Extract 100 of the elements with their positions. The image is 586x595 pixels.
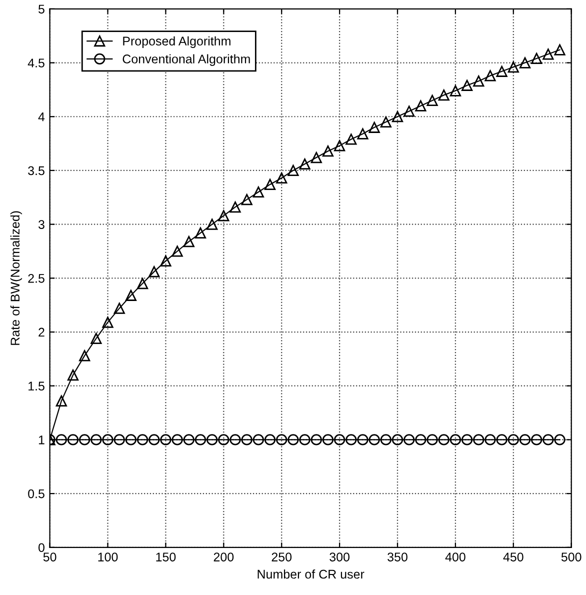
point: [67, 370, 79, 381]
y-tick-label: 3: [38, 220, 44, 229]
point: [102, 316, 114, 328]
y-axis-title: Rate of BW(Normalized): [10, 211, 22, 345]
point: [218, 434, 230, 446]
point: [554, 434, 566, 446]
point: [310, 152, 322, 164]
x-tick-label: 350: [388, 552, 408, 562]
point: [56, 434, 67, 446]
y-tick-label: 0: [38, 543, 44, 552]
point: [230, 434, 241, 446]
point: [102, 434, 114, 446]
point: [392, 111, 404, 122]
y-tick-label: 0.5: [28, 489, 44, 498]
point: [531, 52, 542, 64]
y-tick-label: 3.5: [28, 166, 44, 176]
x-tick-label: 200: [214, 552, 234, 562]
point: [357, 434, 368, 446]
legend-label: Proposed Algorithm: [123, 36, 230, 48]
point: [404, 434, 415, 446]
point: [252, 186, 264, 198]
point: [241, 434, 252, 446]
point: [90, 332, 102, 344]
point: [531, 434, 542, 446]
point: [392, 434, 404, 446]
point: [230, 202, 241, 213]
point: [508, 62, 519, 73]
point: [160, 434, 172, 446]
point: [380, 116, 392, 128]
y-tick-label: 4: [38, 112, 45, 122]
point: [322, 434, 334, 446]
point: [484, 70, 496, 82]
point: [496, 66, 508, 77]
point: [194, 434, 206, 446]
point: [496, 434, 508, 446]
point: [368, 434, 380, 446]
point: [346, 134, 357, 145]
x-axis-title: Number of CR user: [258, 569, 364, 579]
y-tick-label: 1.5: [28, 382, 44, 391]
point: [288, 164, 299, 176]
point: [508, 434, 519, 446]
point: [264, 178, 276, 190]
point: [554, 44, 566, 56]
y-tick-label: 2.5: [28, 274, 44, 283]
point: [218, 210, 230, 222]
point: [438, 434, 450, 446]
point: [380, 434, 392, 446]
x-tick-label: 50: [43, 552, 56, 562]
point: [160, 255, 172, 266]
point: [264, 434, 276, 446]
point: [473, 76, 484, 87]
point: [183, 434, 194, 446]
y-tick-label: 5: [38, 4, 44, 14]
point: [450, 85, 462, 96]
point: [67, 434, 79, 446]
point: [426, 434, 438, 446]
point: [299, 158, 310, 170]
point: [299, 434, 310, 446]
point: [519, 57, 531, 68]
point: [415, 100, 426, 112]
point: [404, 106, 415, 117]
legend-label: Conventional Algorithm: [122, 54, 250, 66]
y-tick-label: 4.5: [28, 58, 44, 68]
point: [252, 434, 264, 446]
point: [183, 236, 194, 248]
point: [288, 434, 299, 446]
point: [438, 90, 450, 101]
point: [172, 434, 183, 446]
point: [206, 218, 218, 230]
point: [206, 434, 218, 446]
point: [473, 434, 484, 446]
point: [125, 434, 136, 446]
point: [334, 140, 346, 152]
point: [148, 266, 160, 278]
point: [415, 434, 426, 446]
point: [368, 122, 380, 133]
point: [334, 434, 346, 446]
point: [79, 350, 90, 362]
point: [310, 434, 322, 446]
x-tick-label: 150: [156, 552, 176, 562]
point: [322, 146, 334, 157]
y-tick-label: 2: [38, 328, 44, 337]
point: [461, 434, 473, 446]
x-tick-label: 100: [98, 552, 118, 562]
point: [461, 80, 473, 91]
point: [79, 434, 90, 446]
point: [241, 194, 252, 206]
x-tick-label: 400: [445, 552, 466, 562]
point: [148, 434, 160, 446]
point: [519, 434, 531, 446]
point: [357, 128, 368, 140]
point: [136, 278, 148, 290]
point: [90, 434, 102, 446]
x-tick-label: 450: [503, 552, 524, 562]
x-tick-label: 250: [272, 552, 292, 562]
x-tick-label: 300: [330, 552, 350, 562]
point: [484, 434, 496, 446]
y-tick-label: 1: [38, 436, 44, 444]
x-tick-label: 500: [561, 552, 582, 562]
point: [172, 246, 183, 257]
